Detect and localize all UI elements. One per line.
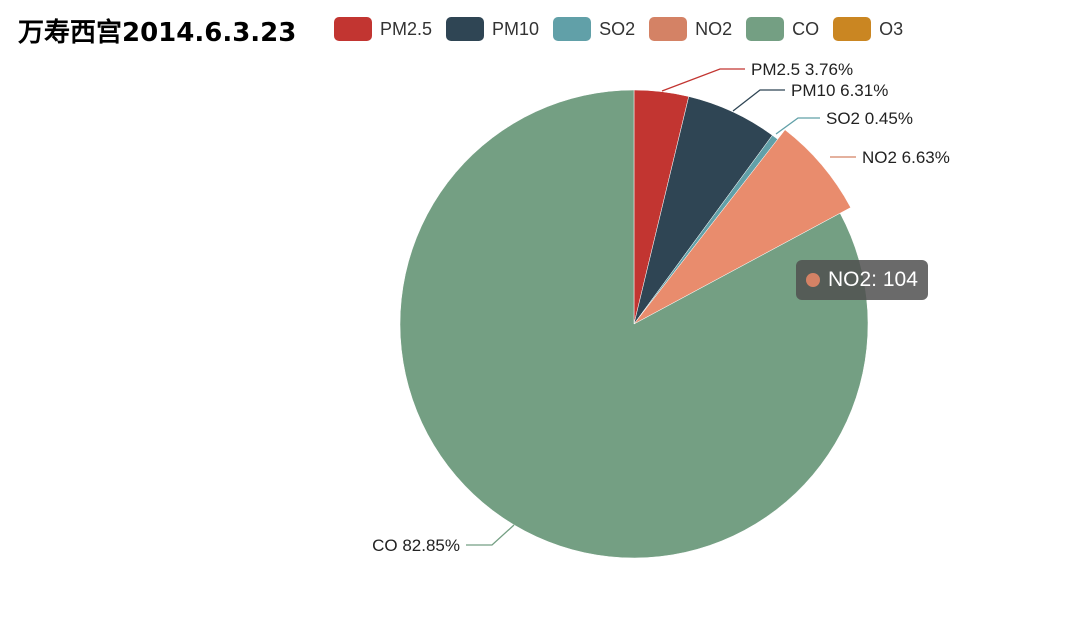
label-line-co bbox=[466, 525, 514, 545]
label-line-pm10 bbox=[733, 90, 785, 111]
slice-label-no2: NO2 6.63% bbox=[862, 148, 950, 167]
slice-label-so2: SO2 0.45% bbox=[826, 109, 913, 128]
label-line-pm25 bbox=[662, 69, 745, 91]
slice-label-pm25: PM2.5 3.76% bbox=[751, 60, 853, 79]
tooltip: NO2: 104 bbox=[796, 260, 928, 300]
label-line-so2 bbox=[776, 118, 820, 134]
slice-label-co: CO 82.85% bbox=[372, 536, 460, 555]
tooltip-color-dot bbox=[806, 273, 820, 287]
tooltip-text: NO2: 104 bbox=[828, 268, 918, 292]
slice-label-pm10: PM10 6.31% bbox=[791, 81, 888, 100]
